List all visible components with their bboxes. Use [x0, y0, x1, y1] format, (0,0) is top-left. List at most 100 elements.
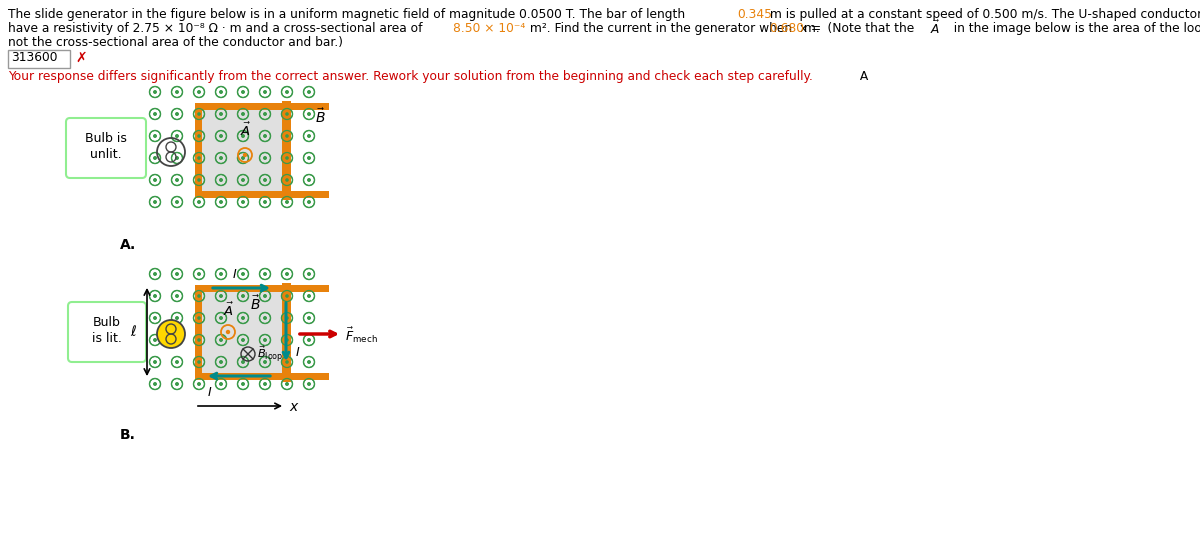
Circle shape — [241, 112, 245, 116]
Circle shape — [220, 338, 223, 342]
Circle shape — [241, 382, 245, 386]
Text: is lit.: is lit. — [92, 333, 122, 345]
Circle shape — [154, 316, 157, 320]
Circle shape — [286, 382, 289, 386]
Text: in the image below is the area of the loop,: in the image below is the area of the lo… — [946, 22, 1200, 35]
Circle shape — [220, 272, 223, 276]
Circle shape — [242, 153, 247, 157]
Text: Bulb: Bulb — [94, 316, 121, 328]
Circle shape — [197, 112, 200, 116]
Circle shape — [263, 338, 266, 342]
Bar — [194, 103, 329, 110]
Circle shape — [197, 360, 200, 364]
Circle shape — [197, 178, 200, 182]
Circle shape — [154, 156, 157, 160]
Circle shape — [263, 178, 266, 182]
Circle shape — [307, 360, 311, 364]
Circle shape — [220, 134, 223, 138]
Circle shape — [154, 382, 157, 386]
Circle shape — [307, 178, 311, 182]
Circle shape — [263, 156, 266, 160]
Circle shape — [197, 90, 200, 94]
Circle shape — [241, 112, 245, 116]
Circle shape — [197, 294, 200, 298]
Circle shape — [226, 330, 230, 334]
Text: ✗: ✗ — [74, 51, 86, 65]
Circle shape — [263, 200, 266, 204]
Circle shape — [263, 382, 266, 386]
Circle shape — [220, 134, 223, 138]
Circle shape — [154, 112, 157, 116]
Circle shape — [175, 338, 179, 342]
Text: $\vec{B}_{\mathrm{loop}}$: $\vec{B}_{\mathrm{loop}}$ — [257, 345, 283, 365]
Circle shape — [197, 112, 200, 116]
Circle shape — [241, 200, 245, 204]
Text: $\vec{B}$: $\vec{B}$ — [250, 295, 260, 313]
Circle shape — [197, 156, 200, 160]
Circle shape — [286, 178, 289, 182]
Circle shape — [197, 360, 200, 364]
Circle shape — [220, 90, 223, 94]
Circle shape — [263, 360, 266, 364]
Circle shape — [307, 134, 311, 138]
Circle shape — [241, 338, 245, 342]
Circle shape — [286, 134, 289, 138]
Circle shape — [220, 294, 223, 298]
Circle shape — [154, 178, 157, 182]
Text: $I$: $I$ — [233, 268, 238, 280]
Circle shape — [307, 272, 311, 276]
Circle shape — [286, 360, 289, 364]
Circle shape — [175, 156, 179, 160]
Bar — [194, 285, 329, 292]
Circle shape — [263, 178, 266, 182]
Circle shape — [241, 90, 245, 94]
Circle shape — [307, 112, 311, 116]
Circle shape — [154, 178, 157, 182]
Circle shape — [175, 90, 179, 94]
Circle shape — [197, 382, 200, 386]
Bar — [282, 101, 292, 200]
Circle shape — [175, 112, 179, 116]
Circle shape — [286, 156, 289, 160]
Circle shape — [286, 272, 289, 276]
Circle shape — [154, 134, 157, 138]
Circle shape — [263, 316, 266, 320]
FancyBboxPatch shape — [66, 118, 146, 178]
Circle shape — [307, 272, 311, 276]
Circle shape — [154, 294, 157, 298]
Text: A.: A. — [120, 238, 137, 252]
Circle shape — [154, 338, 157, 342]
Circle shape — [154, 316, 157, 320]
Circle shape — [175, 294, 179, 298]
Circle shape — [286, 382, 289, 386]
Circle shape — [175, 316, 179, 320]
Circle shape — [220, 382, 223, 386]
Circle shape — [307, 112, 311, 116]
Circle shape — [175, 360, 179, 364]
Circle shape — [286, 112, 289, 116]
Circle shape — [175, 338, 179, 342]
Circle shape — [286, 294, 289, 298]
Circle shape — [263, 134, 266, 138]
Circle shape — [220, 200, 223, 204]
Circle shape — [263, 134, 266, 138]
Text: m². Find the current in the generator when  x =: m². Find the current in the generator wh… — [526, 22, 826, 35]
Circle shape — [241, 294, 245, 298]
Circle shape — [263, 338, 266, 342]
Circle shape — [286, 134, 289, 138]
Circle shape — [220, 156, 223, 160]
Circle shape — [286, 316, 289, 320]
Circle shape — [241, 200, 245, 204]
Circle shape — [241, 316, 245, 320]
Circle shape — [241, 382, 245, 386]
Circle shape — [220, 178, 223, 182]
Text: B.: B. — [120, 428, 136, 442]
Circle shape — [220, 382, 223, 386]
Circle shape — [154, 294, 157, 298]
Circle shape — [154, 360, 157, 364]
Circle shape — [263, 156, 266, 160]
Text: $\vec{B}$: $\vec{B}$ — [314, 108, 325, 127]
Circle shape — [307, 200, 311, 204]
Text: A: A — [856, 70, 869, 83]
Circle shape — [263, 316, 266, 320]
